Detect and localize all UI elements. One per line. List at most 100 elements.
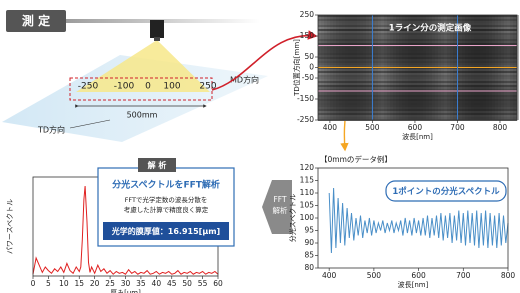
x-tick-label: 60: [213, 279, 223, 288]
chart-title: 1ポイントの分光スペクトル: [392, 186, 500, 197]
image-row: [318, 87, 517, 89]
scale-label: -250: [78, 82, 99, 92]
x-tick-label: 15: [74, 279, 84, 288]
x-tick-label: 700: [450, 123, 465, 132]
y-tick-label: -250: [297, 115, 314, 124]
image-row: [318, 31, 517, 33]
x-tick-label: 10: [59, 279, 69, 288]
data-line: [32, 185, 219, 275]
x-tick-label: 40: [152, 279, 162, 288]
md-label: MD方向: [230, 75, 259, 85]
x-tick-label: 800: [501, 271, 516, 280]
image-row: [318, 45, 517, 47]
image-row: [318, 21, 517, 23]
x-tick-label: 500: [365, 123, 380, 132]
scale-label: 100: [163, 82, 180, 92]
analysis: 解 析 分光スペクトルをFFT解析 FFTで光学定数の波長分散を 考慮した計算で…: [97, 158, 235, 247]
image-row: [318, 77, 517, 79]
x-tick-label: 600: [411, 271, 426, 280]
y-tick-label: 100: [300, 213, 315, 222]
scale-label: 0: [145, 82, 151, 92]
width-label: 500mm: [127, 111, 158, 120]
analysis-title: 分光スペクトルをFFT解析: [112, 179, 220, 191]
red-arrow: [211, 30, 318, 91]
image-row: [318, 27, 517, 29]
image-row: [318, 69, 517, 71]
fft-arrow-text: FFT: [273, 195, 286, 204]
image-row: [318, 81, 517, 83]
image-row: [318, 55, 517, 57]
image-row: [318, 103, 517, 105]
image-row: [318, 37, 517, 39]
analysis-text: FFTで光学定数の波長分散を: [125, 195, 208, 204]
analysis-tab: [138, 158, 176, 172]
image-row: [318, 71, 517, 73]
x-axis-label: 厚み[μm]: [110, 289, 141, 293]
y-axis-label: 分光スペクトル: [288, 194, 297, 243]
image-row: [318, 65, 517, 67]
image-row: [318, 25, 517, 27]
image-row: [318, 79, 517, 81]
image-row: [318, 83, 517, 85]
image-row: [318, 49, 517, 51]
x-tick-label: 0: [31, 279, 36, 288]
image-row: [318, 99, 517, 101]
x-tick-label: 25: [105, 279, 115, 288]
scale-label: -100: [114, 82, 135, 92]
x-tick-label: 20: [90, 279, 100, 288]
td-leader: [69, 119, 111, 129]
image-row: [318, 109, 517, 111]
fft-arrow: [262, 180, 292, 234]
y-axis-label: TD位置方向[mm]: [292, 39, 301, 97]
header-box: [6, 10, 66, 32]
image-row: [318, 23, 517, 25]
x-axis-label: 波長[nm]: [398, 280, 429, 289]
y-tick-label: 50: [304, 52, 314, 61]
camera-lens: [154, 37, 160, 41]
spectrum-note: 【0mmのデータ例】: [320, 154, 392, 164]
x-tick-label: 45: [167, 279, 177, 288]
camera: [150, 20, 164, 38]
image-row: [318, 115, 517, 117]
y-tick-label: 0: [309, 63, 314, 72]
image-row: [318, 47, 517, 49]
image-row: [318, 59, 517, 61]
scan-region: [69, 77, 213, 101]
image-row: [318, 39, 517, 41]
x-axis-label: 波長[nm]: [402, 132, 433, 141]
image-row: [318, 73, 517, 75]
x-tick-label: 800: [493, 123, 508, 132]
image-row: [318, 53, 517, 55]
x-tick-label: 5: [46, 279, 51, 288]
title-bubble: [385, 180, 507, 202]
fft-arrow-text: 解析: [273, 205, 288, 215]
image-row: [318, 33, 517, 35]
y-tick-label: 120: [300, 163, 315, 172]
image-row: [318, 29, 517, 31]
y-tick-label: 105: [300, 201, 315, 210]
x-tick-label: 400: [322, 271, 337, 280]
image-row: [318, 117, 517, 119]
y-tick-label: 150: [300, 31, 315, 40]
image-row: [318, 75, 517, 77]
analysis-tab-text: 解 析: [148, 160, 167, 170]
td-label: TD方向: [37, 125, 65, 135]
image-row: [318, 91, 517, 93]
image-row: [318, 107, 517, 109]
x-tick-label: 600: [408, 123, 423, 132]
y-tick-label: 90: [304, 238, 314, 247]
image-row: [318, 105, 517, 107]
result-box: [103, 222, 229, 240]
image-row: [318, 57, 517, 59]
y-axis-label: パワースペクトル: [6, 199, 14, 254]
image-row: [318, 43, 517, 45]
x-tick-label: 500: [367, 271, 382, 280]
image-row: [318, 93, 517, 95]
image-row: [318, 41, 517, 43]
x-tick-label: 55: [198, 279, 208, 288]
analysis-text: 考慮した計算で精度良く算定: [124, 205, 209, 214]
y-tick-label: -50: [302, 73, 314, 82]
image-title: 1ライン分の測定画像: [389, 23, 472, 34]
image-row: [318, 111, 517, 113]
